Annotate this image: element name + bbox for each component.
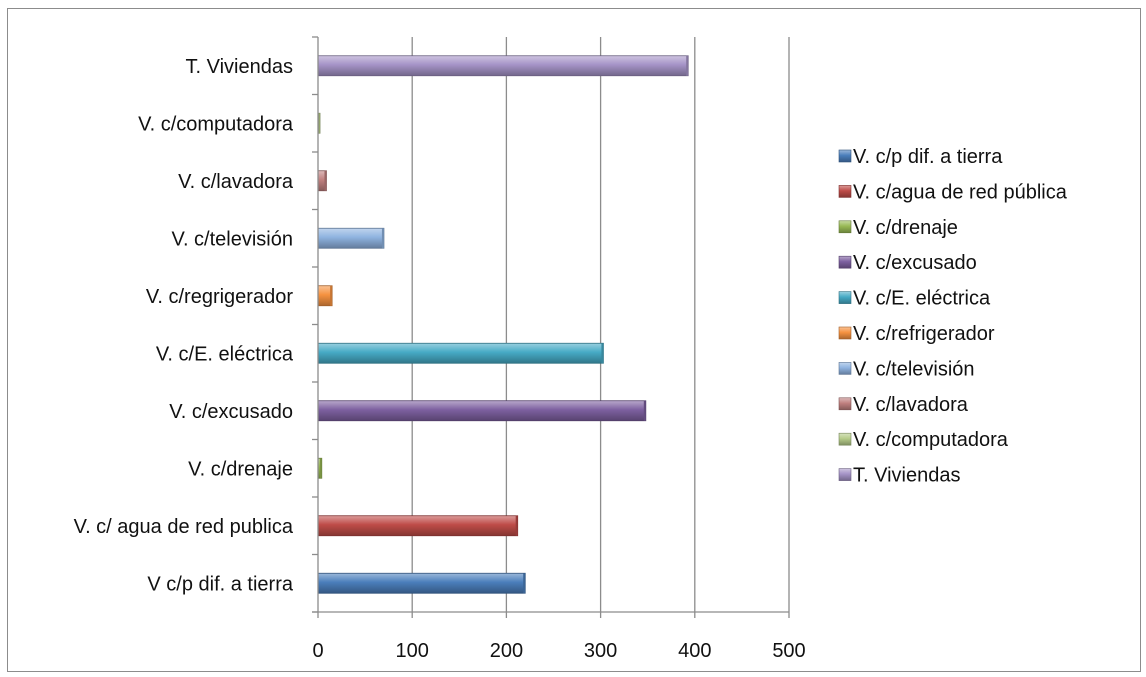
bar-end <box>318 113 320 134</box>
legend-swatch <box>838 326 852 340</box>
bar <box>317 342 604 364</box>
bar <box>317 400 647 422</box>
category-label: V. c/excusado <box>169 401 293 423</box>
bar-end <box>330 285 333 306</box>
legend-swatch <box>838 291 852 304</box>
legend-label: V. c/p dif. a tierra <box>853 146 1003 168</box>
x-tick-label: 0 <box>312 640 323 662</box>
category-label: V. c/televisión <box>171 228 293 250</box>
bar <box>317 55 689 77</box>
x-tick-label: 200 <box>490 640 523 662</box>
category-label: V. c/lavadora <box>178 171 294 193</box>
bar-end <box>381 228 384 249</box>
legend-swatch <box>838 468 852 481</box>
bar <box>317 515 519 537</box>
legend-label: V. c/E. eléctrica <box>853 288 991 310</box>
legend-label: V. c/computadora <box>853 429 1009 451</box>
category-label: V. c/drenaje <box>188 458 293 480</box>
legend-label: V. c/agua de red pública <box>853 181 1068 203</box>
legend-swatch <box>838 149 852 163</box>
category-label: V. c/E. eléctrica <box>156 343 294 365</box>
x-tick-label: 400 <box>678 640 711 662</box>
category-label: V. c/ agua de red publica <box>74 516 294 538</box>
legend-swatch <box>838 220 852 234</box>
legend-label: T. Viviendas <box>853 465 960 487</box>
legend-swatch <box>838 397 852 411</box>
bar <box>317 572 526 594</box>
axes <box>312 36 790 618</box>
legend-label: V. c/excusado <box>853 252 977 274</box>
bar-end <box>523 573 526 594</box>
legend-label: V. c/lavadora <box>853 394 969 416</box>
x-tick-labels: 0 100 200 300 400 500 <box>312 640 805 662</box>
category-label: V c/p dif. a tierra <box>147 573 293 595</box>
x-tick-label: 300 <box>584 640 617 662</box>
x-tick-label: 100 <box>396 640 429 662</box>
x-tick-label: 500 <box>772 640 805 662</box>
bar-end <box>515 515 518 536</box>
category-label: V. c/computadora <box>138 113 294 135</box>
legend-swatch <box>838 255 852 269</box>
chart-frame <box>7 8 1141 672</box>
legend-label: V. c/refrigerador <box>853 323 995 345</box>
legend-swatch <box>838 362 852 375</box>
legend-label: V. c/drenaje <box>853 217 958 239</box>
category-label: V. c/regrigerador <box>146 286 293 308</box>
legend: V. c/p dif. a tierra V. c/agua de red púb… <box>838 146 1068 487</box>
bar <box>317 227 385 249</box>
bars <box>317 55 689 594</box>
legend-label: V. c/televisión <box>853 358 975 380</box>
bar-end <box>601 343 604 364</box>
legend-swatch <box>838 185 852 198</box>
category-label: T. Viviendas <box>186 56 293 78</box>
bar-end <box>319 458 322 479</box>
bar-end <box>324 170 327 191</box>
bar-end <box>643 400 646 421</box>
bar-end <box>686 55 689 76</box>
legend-swatch <box>838 432 852 446</box>
category-labels: V c/p dif. a tierra V. c/ agua de red pub… <box>74 56 294 596</box>
bar <box>317 285 333 307</box>
